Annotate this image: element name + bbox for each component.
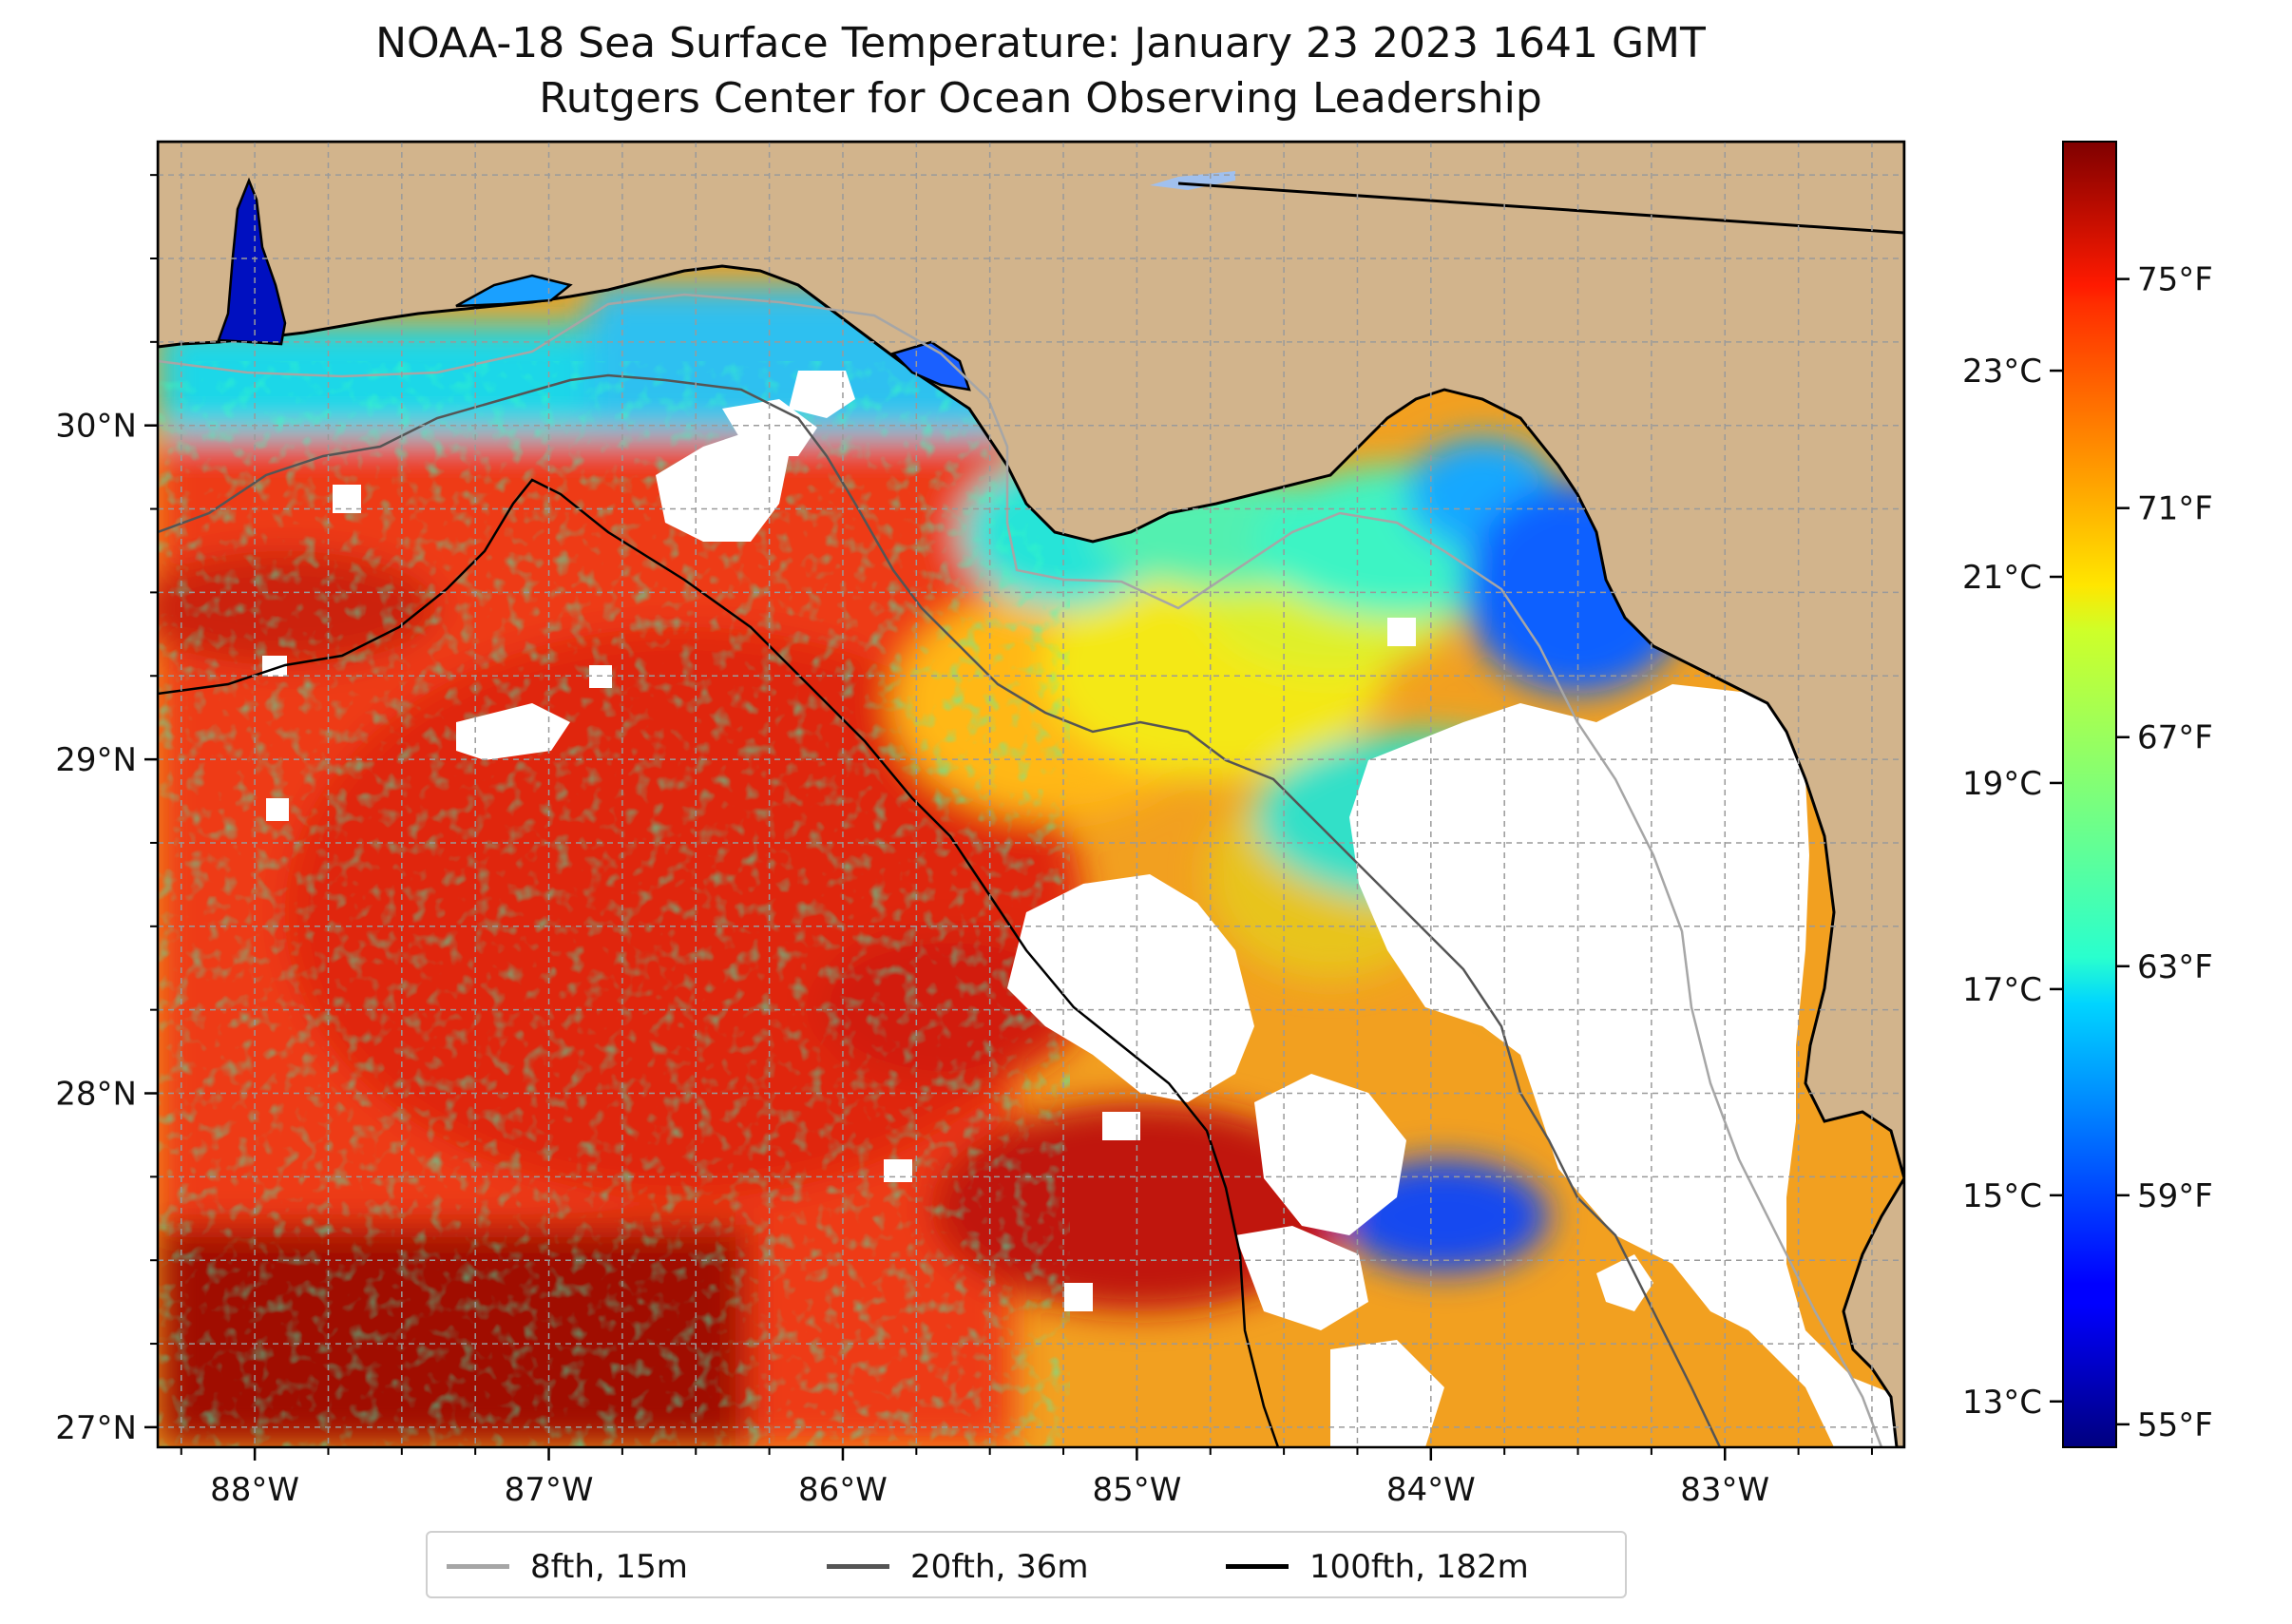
colorbar-f-label: 75°F (2137, 261, 2213, 299)
colorbar-f-label: 59°F (2137, 1177, 2213, 1215)
legend-item: 8fth, 15m (447, 1533, 688, 1600)
sst-speckle (158, 361, 1070, 1447)
lon-tick-label: 85°W (1092, 1471, 1181, 1509)
bays (217, 171, 1235, 392)
state-line (1177, 182, 1904, 235)
lon-tick-label: 83°W (1680, 1471, 1769, 1509)
legend-label: 100fth, 182m (1309, 1547, 1529, 1586)
legend-item: 100fth, 182m (1226, 1533, 1529, 1600)
map-axis: 88°W 87°W 86°W 85°W 84°W 83°W 27°N 28°N 29°N 30°N (55, 174, 1873, 1509)
lon-tick-label: 84°W (1386, 1471, 1476, 1509)
colorbar-c-label: 19°C (1962, 765, 2042, 803)
colorbar-c-label: 21°C (1962, 559, 2042, 597)
contour-100fth (158, 478, 1280, 1447)
colorbar-c-label: 15°C (1962, 1177, 2042, 1215)
colorbar (2062, 141, 2117, 1448)
legend-label: 8fth, 15m (530, 1547, 688, 1586)
no-data-areas (262, 371, 1904, 1447)
contour-8fth (158, 293, 1883, 1447)
gridlines (158, 142, 1904, 1447)
legend-label: 20fth, 36m (910, 1547, 1089, 1586)
lat-tick-label: 29°N (55, 741, 137, 779)
colorbar-c-axis: 13°C 15°C 17°C 19°C 21°C 23°C (1962, 353, 2063, 1422)
lat-tick-label: 28°N (55, 1076, 137, 1114)
colorbar-f-label: 71°F (2137, 490, 2213, 528)
colorbar-c-label: 13°C (1962, 1384, 2042, 1422)
colorbar-c-label: 23°C (1962, 353, 2042, 391)
map-title: NOAA-18 Sea Surface Temperature: January… (375, 19, 1706, 67)
map-frame (156, 140, 1906, 1449)
lat-tick-label: 30°N (55, 408, 137, 446)
lon-tick-label: 87°W (505, 1471, 594, 1509)
lat-tick-label: 27°N (55, 1409, 137, 1447)
legend-item: 20fth, 36m (827, 1533, 1089, 1600)
contour-legend: 8fth, 15m 20fth, 36m 100fth, 182m (426, 1531, 1627, 1598)
legend-swatch (447, 1564, 509, 1569)
colorbar-f-axis: 55°F 59°F 63°F 67°F 71°F 75°F (2116, 261, 2213, 1444)
colorbar-c-label: 17°C (1962, 971, 2042, 1009)
legend-swatch (827, 1564, 889, 1569)
colorbar-f-label: 67°F (2137, 719, 2213, 757)
lon-tick-label: 86°W (798, 1471, 888, 1509)
colorbar-f-label: 63°F (2137, 948, 2213, 986)
legend-swatch (1226, 1564, 1289, 1569)
lon-tick-label: 88°W (210, 1471, 299, 1509)
map-area (158, 142, 1904, 1447)
map-subtitle: Rutgers Center for Ocean Observing Leade… (539, 74, 1542, 123)
colorbar-f-label: 55°F (2137, 1406, 2213, 1444)
